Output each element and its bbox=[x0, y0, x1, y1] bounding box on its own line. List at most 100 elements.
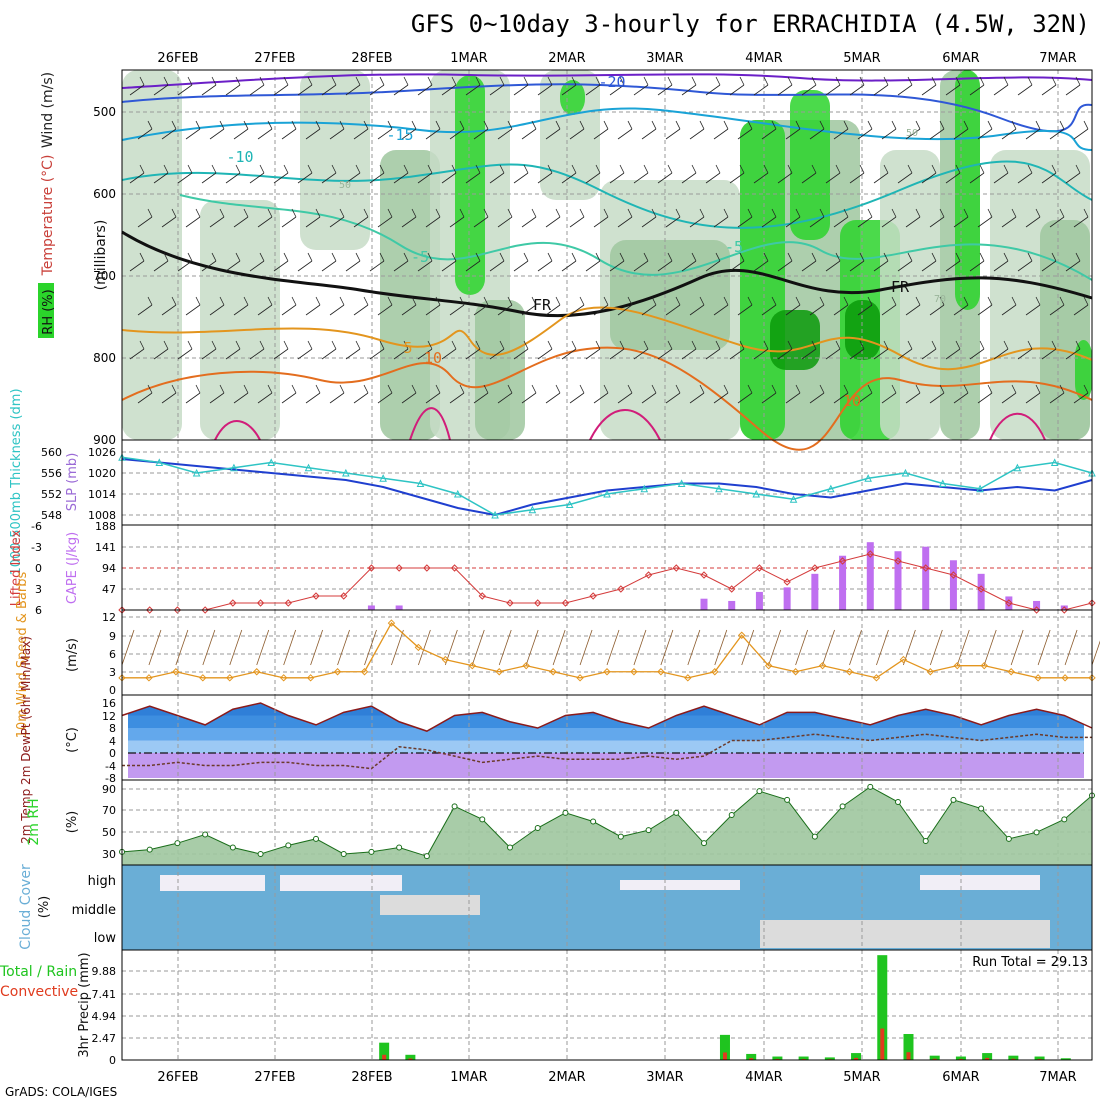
wind-barb bbox=[427, 76, 433, 86]
wind-speed-marker bbox=[414, 643, 423, 652]
wind-barb bbox=[307, 252, 313, 262]
y-tick-label: 70 bbox=[102, 804, 116, 817]
wind-barb bbox=[633, 260, 649, 272]
wind-barb bbox=[497, 304, 513, 316]
wind-barb bbox=[753, 172, 769, 184]
wind-barb bbox=[705, 260, 721, 272]
wind-barb bbox=[955, 340, 961, 350]
y-tick-label: -4 bbox=[105, 760, 116, 773]
precip-bar bbox=[824, 1057, 835, 1060]
wind-barb bbox=[201, 172, 217, 184]
wind-barb bbox=[1075, 76, 1081, 86]
wind-speed-marker bbox=[253, 668, 261, 676]
wind-barb bbox=[713, 216, 729, 228]
wind-barb bbox=[315, 384, 321, 394]
wind-barb bbox=[1041, 172, 1057, 184]
contour-label: -5 bbox=[411, 248, 429, 266]
wind-barb bbox=[233, 216, 249, 228]
wind-barb bbox=[617, 128, 633, 140]
wind-barb bbox=[977, 216, 993, 228]
run-total: Run Total = 29.13 bbox=[972, 955, 1088, 970]
cloud-level-label: low bbox=[94, 931, 117, 946]
thickness-marker bbox=[192, 468, 201, 477]
wind-speed-marker bbox=[845, 668, 854, 676]
temp-band bbox=[128, 728, 1084, 741]
y-tick-label: 12 bbox=[102, 611, 116, 624]
cape-bar bbox=[1060, 605, 1068, 610]
wind-barb bbox=[593, 392, 609, 404]
wind-barb bbox=[897, 348, 913, 360]
wind-barb bbox=[979, 164, 985, 174]
wind-barb bbox=[513, 348, 529, 360]
wind-barb bbox=[1064, 629, 1078, 666]
date-label: 6MAR bbox=[942, 51, 979, 66]
wind-barb bbox=[883, 164, 889, 174]
wind-barb bbox=[161, 216, 177, 228]
wind-barb bbox=[881, 392, 897, 404]
wind-barb bbox=[417, 172, 433, 184]
wind-barb bbox=[571, 252, 577, 262]
wind-barb bbox=[569, 392, 585, 404]
wind-barb bbox=[1001, 128, 1017, 140]
wind-barb bbox=[561, 348, 577, 360]
wind-barb bbox=[945, 172, 961, 184]
thickness-marker bbox=[640, 484, 649, 493]
rh-marker bbox=[202, 831, 209, 838]
wind-speed-marker bbox=[953, 661, 961, 670]
wind-barb bbox=[411, 296, 417, 306]
wind-speed-marker bbox=[387, 619, 396, 627]
rh-shading bbox=[475, 300, 525, 440]
wind-barb bbox=[859, 252, 865, 262]
wind-barb bbox=[283, 252, 289, 262]
wind-barb bbox=[891, 384, 897, 394]
y-axis-label-slp: SLP (mb) bbox=[65, 453, 80, 512]
rh-shading bbox=[740, 120, 785, 440]
wind-barb bbox=[411, 208, 417, 218]
wind-barb bbox=[329, 128, 345, 140]
date-label: 4MAR bbox=[745, 51, 782, 66]
wind-barb bbox=[185, 304, 201, 316]
wind-barb bbox=[379, 76, 385, 86]
wind-barb bbox=[931, 164, 937, 174]
wind-barb bbox=[729, 260, 745, 272]
wind-barb bbox=[929, 216, 945, 228]
temp-line bbox=[121, 702, 1093, 732]
thickness-marker bbox=[379, 474, 387, 482]
wind-barb bbox=[987, 120, 993, 130]
lifted-index-marker bbox=[312, 592, 320, 600]
wind-barb bbox=[305, 304, 321, 316]
wind-barb bbox=[795, 384, 801, 394]
cape-bar bbox=[866, 542, 874, 610]
wind-barb bbox=[609, 260, 625, 272]
wind-barb bbox=[355, 252, 361, 262]
precip-bar bbox=[982, 1053, 993, 1060]
wind-barb bbox=[401, 128, 417, 140]
rh-legend-swatch bbox=[38, 283, 54, 338]
wind-barb bbox=[595, 76, 601, 86]
thickness-line bbox=[121, 456, 1093, 516]
wind-barb bbox=[377, 392, 393, 404]
wind-barb bbox=[475, 252, 481, 262]
wind-barb bbox=[497, 392, 513, 404]
wind-barb bbox=[411, 384, 417, 394]
wind-barb bbox=[1027, 76, 1033, 86]
cape-bar bbox=[894, 551, 902, 610]
lifted-index-marker bbox=[1005, 599, 1013, 607]
wind-barb bbox=[281, 304, 297, 316]
wind-speed-marker bbox=[576, 674, 584, 682]
wind-barb bbox=[523, 252, 529, 262]
wind-barb bbox=[321, 172, 337, 184]
wind-barb bbox=[675, 120, 681, 130]
wind-barb bbox=[691, 76, 697, 86]
wind-barb bbox=[617, 216, 633, 228]
wind-speed-marker bbox=[333, 668, 342, 676]
cape-panel: -6 -3 0 3 6 188 141 94 47 Lifted Index CAPE (J/kg) bbox=[9, 520, 1096, 617]
wind-barb bbox=[283, 164, 289, 174]
wind-barb bbox=[315, 120, 321, 130]
wind-barb bbox=[171, 384, 177, 394]
wind-barb bbox=[475, 340, 481, 350]
y-tick-label: 2.47 bbox=[92, 1032, 117, 1045]
wind-speed-marker bbox=[279, 674, 288, 682]
